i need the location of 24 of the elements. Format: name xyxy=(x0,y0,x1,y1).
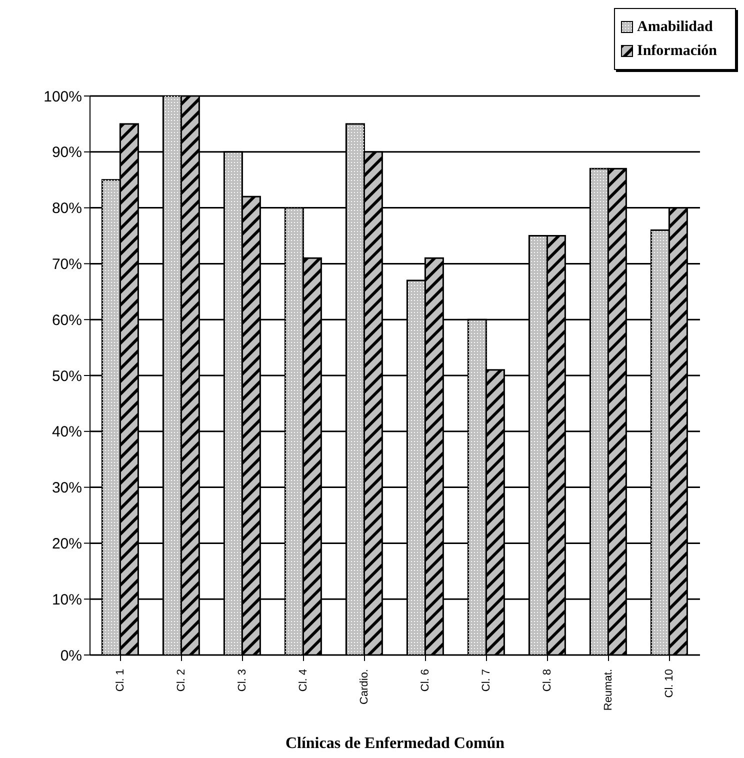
y-tick-label: 80% xyxy=(52,200,82,218)
y-tick-label: 60% xyxy=(52,312,82,329)
y-tick-label: 10% xyxy=(52,591,82,608)
legend-label: Amabilidad xyxy=(637,18,713,36)
y-tick-label: 20% xyxy=(52,536,82,553)
x-tick-label: Reumat. xyxy=(602,669,614,711)
y-tick-label: 40% xyxy=(52,424,82,441)
y-tick-label: 100% xyxy=(44,88,82,106)
x-tick-label: Cl. 10 xyxy=(664,669,676,698)
x-tick-label: Cl. 4 xyxy=(298,669,310,692)
y-tick-label: 50% xyxy=(52,368,82,385)
x-axis-title: Clínicas de Enfermedad Común xyxy=(285,735,505,752)
x-tick-label: Cl. 1 xyxy=(114,669,126,692)
x-tick-label: Cardio. xyxy=(358,669,370,704)
x-tick-label: Cl. 2 xyxy=(176,669,188,692)
x-tick-label: Cl. 6 xyxy=(420,669,432,692)
y-tick-label: 90% xyxy=(52,144,82,162)
legend-label: Información xyxy=(637,42,717,60)
y-tick-label: 0% xyxy=(60,647,82,664)
y-tick-label: 30% xyxy=(52,480,82,497)
x-tick-label: Cl. 8 xyxy=(542,669,554,692)
x-tick-label: Cl. 3 xyxy=(236,669,248,692)
x-tick-label: Cl. 7 xyxy=(480,669,492,692)
y-tick-label: 70% xyxy=(52,256,82,274)
